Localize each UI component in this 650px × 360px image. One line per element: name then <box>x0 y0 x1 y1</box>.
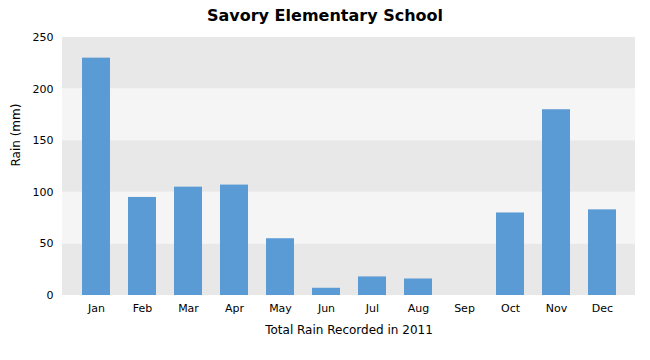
svg-text:Apr: Apr <box>225 302 245 315</box>
svg-text:Mar: Mar <box>178 302 199 315</box>
svg-text:Aug: Aug <box>408 302 429 315</box>
svg-text:100: 100 <box>33 186 54 199</box>
svg-text:50: 50 <box>40 237 54 250</box>
html-text:Savory Elementary School: Savory Elementary School <box>207 6 443 25</box>
svg-text:Jun: Jun <box>317 302 335 315</box>
svg-text:250: 250 <box>33 31 54 44</box>
svg-text:Jan: Jan <box>87 302 105 315</box>
svg-text:150: 150 <box>33 134 54 147</box>
svg-text:Dec: Dec <box>592 302 613 315</box>
svg-text:0: 0 <box>47 289 54 302</box>
svg-text:Total Rain Recorded in 2011: Total Rain Recorded in 2011 <box>264 323 433 337</box>
svg-text:Feb: Feb <box>133 302 152 315</box>
svg-text:Nov: Nov <box>546 302 568 315</box>
svg-text:Oct: Oct <box>501 302 521 315</box>
svg-text:Sep: Sep <box>454 302 475 315</box>
svg-text:May: May <box>269 302 292 315</box>
svg-text:Jul: Jul <box>365 302 379 315</box>
svg-text:200: 200 <box>33 83 54 96</box>
svg-text:Rain (mm): Rain (mm) <box>9 104 23 167</box>
